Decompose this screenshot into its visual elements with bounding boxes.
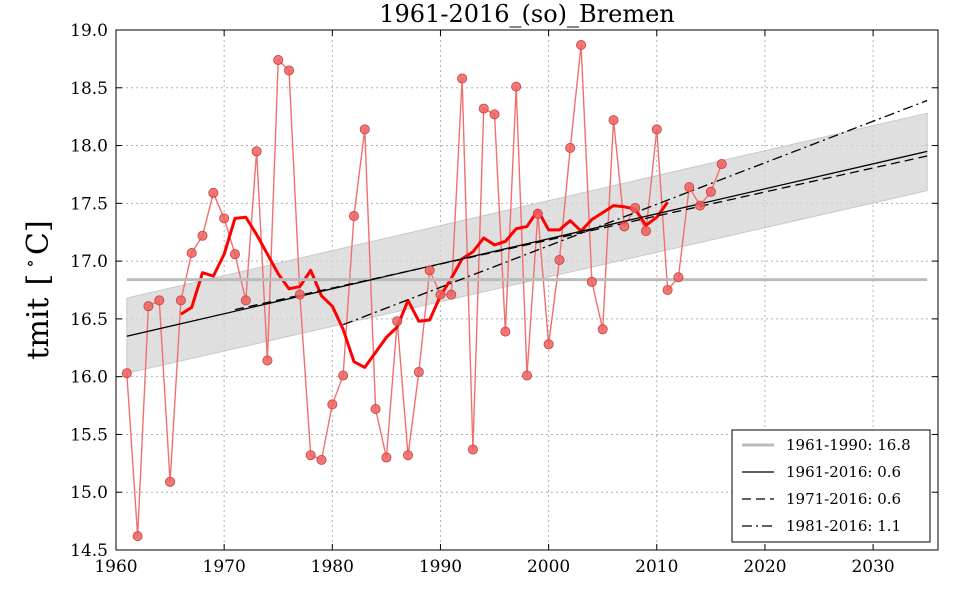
data-point [597, 324, 608, 335]
data-point [229, 249, 240, 260]
data-point [403, 450, 414, 461]
y-label-main: tmit [21, 298, 56, 360]
y-tick-label: 17.5 [70, 194, 108, 214]
y-label-unit: C] [21, 220, 56, 255]
data-point [435, 289, 446, 300]
y-axis-label: tmit [ ∘ C] [20, 220, 56, 359]
data-point [316, 454, 327, 465]
data-point [651, 124, 662, 135]
data-point [284, 65, 295, 76]
legend: 1961-1990: 16.8 1961-2016: 0.6 1971-2016: … [731, 429, 931, 543]
data-point [240, 295, 251, 306]
legend-box [731, 429, 931, 543]
y-tick-label: 18.0 [70, 137, 108, 157]
y-tick-label: 16.5 [70, 310, 108, 330]
data-point [143, 301, 154, 312]
data-point [208, 187, 219, 198]
data-point [576, 40, 587, 51]
y-label-sup: ∘ [20, 259, 41, 268]
x-tick-label: 2030 [851, 557, 894, 577]
data-point [662, 284, 673, 295]
data-point [305, 450, 316, 461]
plot-frame [115, 29, 939, 551]
trend-line-dashdot [342, 99, 928, 326]
data-point [381, 452, 392, 463]
x-tick-label: 2020 [743, 557, 786, 577]
data-point [705, 186, 716, 197]
data-point [294, 289, 305, 300]
legend-label: 1961-2016: 0.6 [786, 463, 901, 481]
legend-label: 1971-2016: 0.6 [786, 490, 901, 508]
data-point [446, 289, 457, 300]
y-tick-label: 15.5 [70, 425, 108, 445]
data-point [370, 404, 381, 415]
data-point [640, 226, 651, 237]
chart-title: 1961-2016_(so)_Bremen [379, 0, 675, 28]
data-point [327, 399, 338, 410]
data-point [695, 200, 706, 211]
data-point [186, 248, 197, 259]
data-point [511, 81, 522, 92]
data-point [543, 339, 554, 350]
y-tick-label: 15.0 [70, 483, 108, 503]
moving-average-line [180, 201, 669, 369]
data-point [359, 124, 370, 135]
y-tick-label: 16.0 [70, 368, 108, 388]
data-point [121, 368, 132, 379]
trend-line-solid [126, 150, 928, 337]
y-tick-label: 19.0 [70, 21, 108, 41]
data-point [413, 367, 424, 378]
data-point [154, 295, 165, 306]
points-group [121, 40, 727, 542]
lines-group [126, 44, 928, 537]
legend-label: 1961-1990: 16.8 [786, 436, 911, 454]
y-label-open: [ [21, 274, 56, 286]
data-point [467, 444, 478, 455]
data-point [500, 326, 511, 337]
data-point [251, 146, 262, 157]
data-point [608, 115, 619, 126]
x-tick-label: 2010 [635, 557, 678, 577]
data-point [716, 159, 727, 170]
data-point [673, 272, 684, 283]
data-point [348, 211, 359, 222]
data-point [565, 142, 576, 153]
data-point [219, 213, 230, 224]
data-point [197, 230, 208, 241]
data-point [522, 370, 533, 381]
data-point [392, 316, 403, 327]
data-point [478, 103, 489, 114]
data-point [424, 265, 435, 276]
y-tick-label: 17.0 [70, 252, 108, 272]
data-point [554, 254, 565, 265]
y-tick-label: 14.5 [70, 541, 108, 561]
x-tick-label: 1960 [94, 557, 137, 577]
data-point [132, 531, 143, 542]
x-tick-label: 1970 [203, 557, 246, 577]
ticks-group: 1960 1970 1980 1990 2000 2010 2020 2030 14.5 15.0… [70, 21, 938, 577]
data-point [457, 73, 468, 84]
data-point [630, 202, 641, 213]
data-point [338, 370, 349, 381]
data-point [532, 208, 543, 219]
data-point [165, 476, 176, 487]
data-point [619, 221, 630, 232]
data-point [489, 109, 500, 120]
x-tick-label: 1980 [311, 557, 354, 577]
legend-label: 1981-2016: 1.1 [786, 517, 901, 535]
y-tick-label: 18.5 [70, 79, 108, 99]
data-point [586, 276, 597, 287]
data-point [684, 182, 695, 193]
x-tick-label: 1990 [419, 557, 462, 577]
x-tick-label: 2000 [527, 557, 570, 577]
data-point [262, 355, 273, 366]
data-point [273, 55, 284, 66]
data-point [175, 295, 186, 306]
